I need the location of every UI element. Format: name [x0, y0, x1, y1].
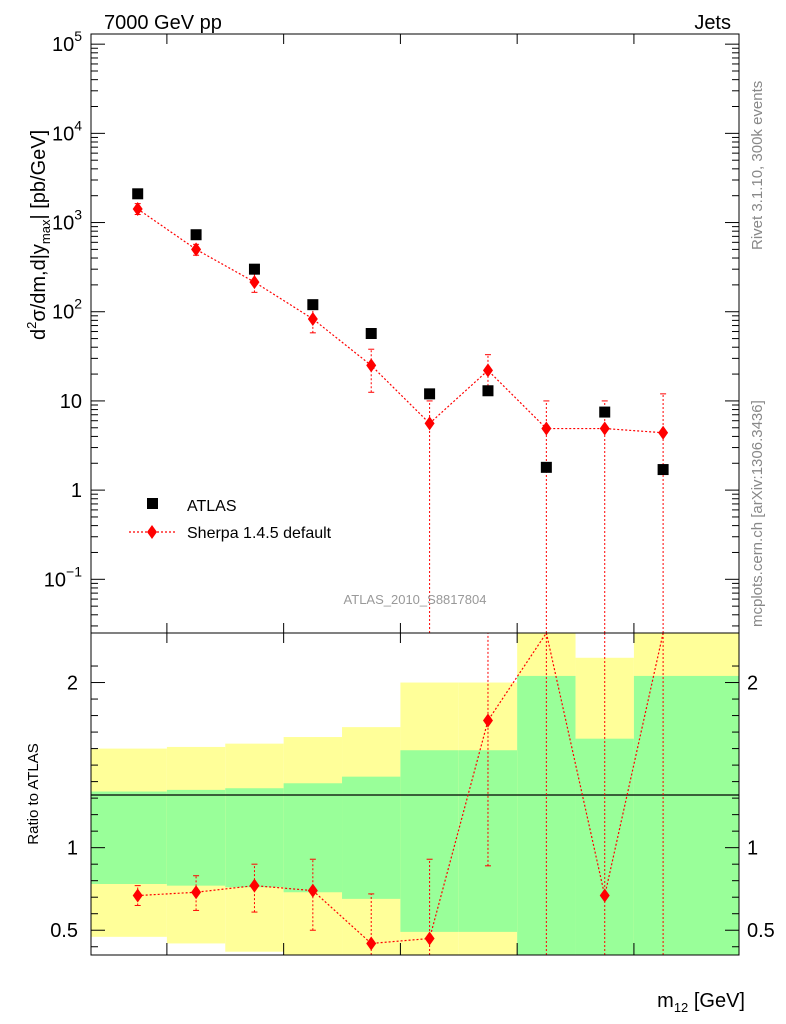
sherpa-point [307, 311, 318, 326]
ratio-y-axis-label: Ratio to ATLAS [25, 743, 42, 844]
ratio-inner-band [400, 750, 459, 932]
ratio-y-tick-label: 2 [67, 673, 78, 695]
ratio-inner-band [166, 789, 226, 886]
ratio-point [366, 936, 377, 951]
header-process-label: Jets [694, 12, 731, 34]
ratio-point [482, 713, 493, 728]
atlas-point [540, 461, 552, 473]
atlas-point [482, 385, 494, 397]
sherpa-point [424, 416, 435, 431]
sherpa-point [541, 421, 552, 436]
main-marks [132, 188, 669, 633]
ratio-y-tick-label-right: 0.5 [747, 920, 775, 942]
ratio-marks [132, 631, 664, 955]
sherpa-point [658, 425, 669, 440]
ratio-point [191, 885, 202, 900]
ratio-bands [91, 633, 739, 955]
legend-sherpa-label: Sherpa 1.4.5 default [187, 525, 332, 542]
ratio-y-tick-label-right: 2 [747, 673, 758, 695]
ratio-inner-band [91, 791, 167, 884]
main-y-tick-label: 102 [52, 296, 82, 324]
atlas-point [657, 464, 669, 476]
atlas-point [248, 263, 260, 275]
legend-atlas-marker [147, 498, 158, 509]
main-y-tick-label: 10−1 [44, 563, 82, 591]
sherpa-point [249, 275, 260, 290]
legend-sherpa-marker [147, 525, 157, 539]
ratio-axes: 0.5 0.5 1 1 2 2 [50, 633, 775, 955]
sherpa-point [599, 421, 610, 436]
main-y-tick-label: 103 [52, 207, 82, 235]
x-axis-label: m12 [GeV] [657, 990, 745, 1015]
header-energy-label: 7000 GeV pp [104, 12, 222, 34]
main-y-tick-label: 105 [52, 28, 82, 56]
atlas-point [424, 388, 436, 400]
atlas-point [365, 328, 377, 340]
ratio-y-tick-label-right: 1 [747, 838, 758, 860]
main-y-tick-label: 104 [52, 117, 82, 145]
ratio-y-tick-label: 0.5 [50, 920, 78, 942]
ratio-inner-band [633, 675, 739, 955]
ratio-frame [90, 632, 740, 956]
atlas-point [190, 229, 202, 241]
ratio-point [307, 883, 318, 898]
legend: ATLAS Sherpa 1.4.5 default [129, 498, 332, 542]
ratio-inner-band [225, 788, 284, 888]
ratio-y-tick-label: 1 [67, 838, 78, 860]
main-y-tick-label: 10 [60, 391, 82, 413]
sherpa-point [132, 201, 143, 216]
atlas-point [307, 299, 319, 311]
main-y-axis-label: d2σ/dm,d|ymax| [pb/GeV] [24, 130, 53, 340]
mcplots-reference-label: mcplots.cern.ch [arXiv:1306.3436] [749, 400, 766, 627]
atlas-point [599, 406, 611, 418]
atlas-point [132, 188, 144, 200]
analysis-tag: ATLAS_2010_S8817804 [344, 592, 487, 607]
rivet-version-label: Rivet 3.1.10, 300k events [749, 81, 766, 250]
ratio-point [599, 888, 610, 903]
ratio-point [249, 878, 260, 893]
sherpa-point [366, 358, 377, 373]
main-frame [90, 33, 740, 634]
ratio-point [132, 888, 143, 903]
sherpa-series-line [137, 208, 664, 434]
ratio-point [424, 931, 435, 946]
ratio-inner-band [283, 783, 343, 893]
main-y-tick-label: 1 [71, 480, 82, 502]
ratio-panel: 0.5 0.5 1 1 2 2 [50, 631, 775, 956]
sherpa-point [191, 242, 202, 257]
legend-atlas-label: ATLAS [187, 498, 237, 515]
sherpa-point [482, 363, 493, 378]
ratio-inner-band [342, 776, 401, 899]
